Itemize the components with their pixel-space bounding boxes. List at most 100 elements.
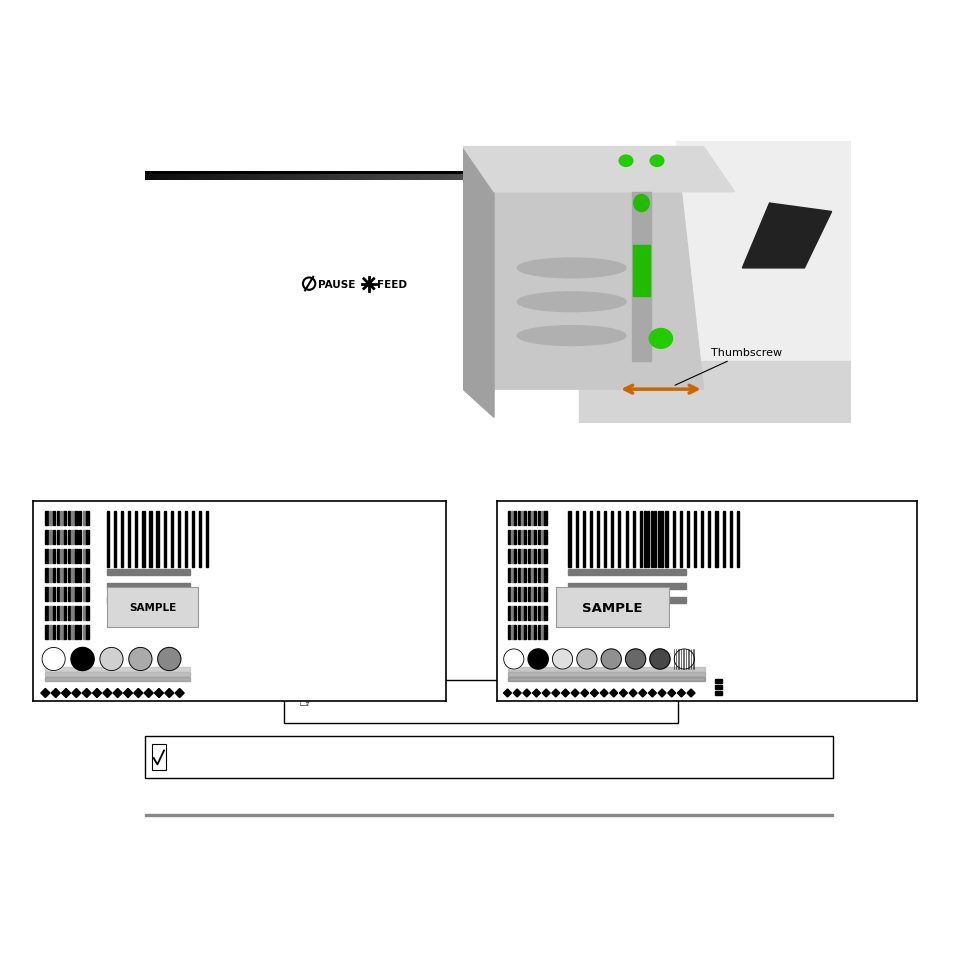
Bar [544,568,546,582]
Bar [568,598,685,603]
Bar [534,531,536,544]
Bar [64,568,67,582]
Bar [227,175,231,181]
Text: Thumbscrew: Thumbscrew [675,348,781,386]
Bar [721,512,724,567]
Polygon shape [462,148,734,193]
Bar [510,568,514,582]
Bar [56,550,59,563]
Polygon shape [580,689,588,698]
Bar [310,175,314,181]
Bar [660,175,664,181]
Bar [544,625,546,639]
Bar [351,175,355,181]
Bar [172,175,176,181]
Bar [71,587,74,601]
Bar [509,175,513,181]
Bar [184,512,187,567]
Bar [64,550,67,563]
Bar [531,512,534,525]
Bar [619,175,623,181]
Bar [520,550,523,563]
Bar [344,175,348,181]
Bar [672,512,674,567]
Text: ☞: ☞ [297,692,314,711]
Bar [186,175,190,181]
Bar [169,175,172,181]
Bar [531,531,534,544]
Bar [114,512,116,567]
Bar [531,568,534,582]
Bar [83,512,86,525]
Bar [540,512,543,525]
Bar [533,175,537,181]
Bar [534,512,536,525]
Bar [108,583,190,589]
Bar [165,175,169,181]
Bar [337,175,341,181]
Bar [447,175,451,181]
Polygon shape [667,689,675,698]
Bar [629,175,633,181]
Bar [444,175,448,181]
Bar [430,175,434,181]
Bar [622,175,626,181]
Bar [514,568,516,582]
Bar [464,175,468,181]
Bar [68,531,71,544]
Circle shape [100,648,123,671]
Circle shape [577,649,597,669]
Polygon shape [741,204,831,269]
Bar [598,175,602,181]
Bar [75,512,77,525]
Bar [357,175,361,181]
Bar [605,175,609,181]
Bar [306,175,310,181]
Bar [108,512,110,567]
Bar [282,175,286,181]
Bar [79,568,81,582]
Bar [478,175,482,181]
Ellipse shape [517,259,625,278]
Bar [83,587,86,601]
Bar [49,550,52,563]
Bar [316,175,320,181]
Bar [715,512,717,567]
Text: PAUSE: PAUSE [317,279,355,290]
Bar [375,175,378,181]
Bar [52,606,55,620]
Bar [440,175,444,181]
Bar [643,175,647,181]
Bar [819,175,822,181]
Bar [355,175,358,181]
Bar [513,175,517,181]
Bar [784,175,788,181]
Bar [517,531,519,544]
Polygon shape [71,689,81,698]
Bar [507,550,509,563]
Bar [210,175,213,181]
Bar [389,175,393,181]
Bar [829,175,833,181]
Bar [395,175,399,181]
Bar [52,568,55,582]
Polygon shape [532,689,540,698]
Bar [729,175,733,181]
Bar [152,175,155,181]
Text: SAMPLE: SAMPLE [581,601,642,614]
Bar [68,550,71,563]
Bar [688,175,692,181]
Bar [507,672,704,677]
Polygon shape [175,689,184,698]
Bar [196,175,200,181]
Bar [567,175,571,181]
Polygon shape [113,689,122,698]
Bar [729,512,731,567]
Bar [527,512,529,525]
Bar [514,606,516,620]
Bar [481,175,485,181]
Bar [592,175,596,181]
Bar [213,175,217,181]
Bar [217,175,221,181]
Bar [46,587,48,601]
